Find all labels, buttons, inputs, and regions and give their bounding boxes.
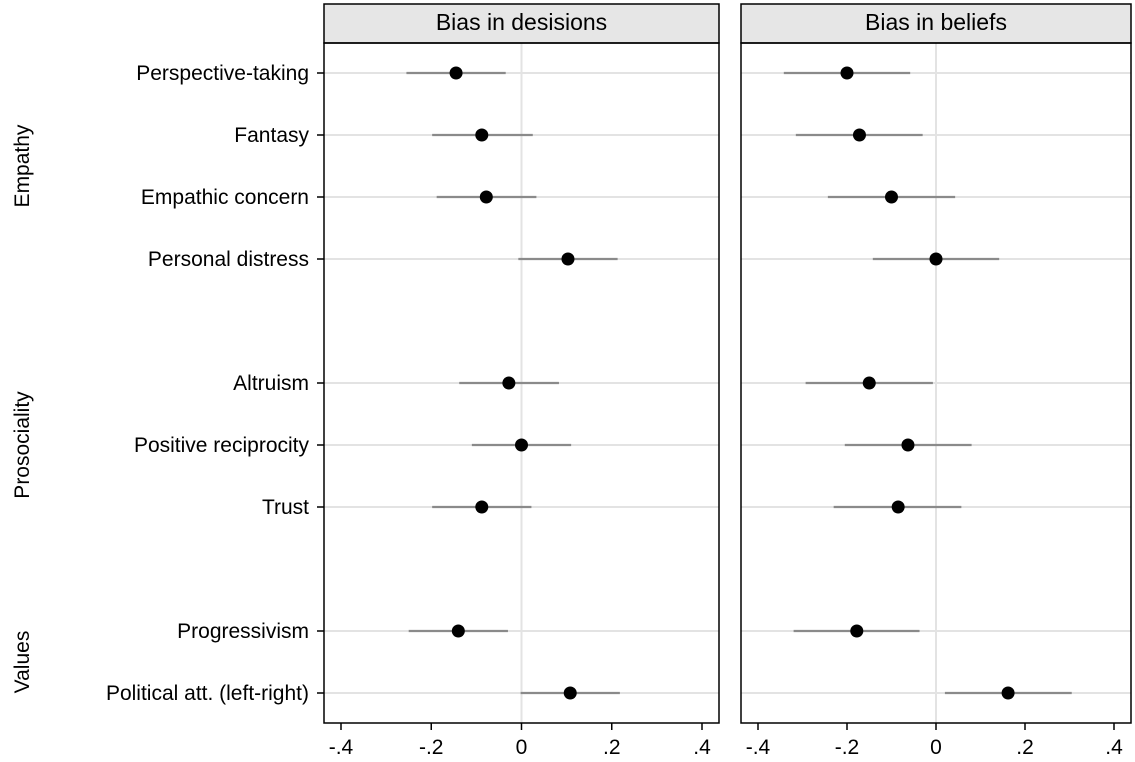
panel-title-1: Bias in desisions (436, 9, 607, 35)
point-2-3 (885, 190, 898, 204)
x-tick-label-1-3: 0 (516, 736, 528, 759)
point-2-2 (852, 128, 866, 142)
x-tick-label-1-5: .4 (693, 736, 711, 759)
panel-strip-2 (740, 3, 1132, 44)
x-tick-label-2-4: .2 (1016, 736, 1034, 759)
x-tick-label-2-3: 0 (930, 736, 942, 759)
category-label-7: Trust (262, 496, 309, 519)
category-label-8: Progressivism (177, 620, 309, 643)
category-label-4: Personal distress (148, 248, 309, 271)
x-tick-label-1-2: -.2 (419, 736, 444, 759)
point-2-1 (840, 66, 854, 80)
point-1-5 (502, 376, 516, 390)
point-1-2 (475, 128, 489, 142)
category-label-9: Political att. (left-right) (106, 682, 309, 705)
point-1-8 (451, 624, 465, 638)
point-2-4 (929, 252, 943, 266)
point-1-7 (475, 500, 489, 514)
point-1-3 (479, 190, 493, 204)
category-label-1: Perspective-taking (136, 62, 309, 85)
x-tick-label-2-1: -.4 (746, 736, 771, 759)
group-label-2: Prosociality (11, 391, 34, 499)
category-label-3: Empathic concern (141, 186, 309, 209)
category-label-5: Altruism (233, 372, 309, 395)
point-2-6 (901, 438, 915, 452)
point-1-4 (561, 252, 575, 266)
category-label-2: Fantasy (234, 124, 309, 147)
point-2-8 (850, 624, 864, 638)
point-2-9 (1001, 686, 1015, 700)
category-label-6: Positive reciprocity (134, 434, 310, 457)
group-label-3: Values (11, 631, 34, 694)
point-2-5 (862, 376, 876, 390)
point-2-7 (891, 500, 905, 514)
x-tick-label-1-4: .2 (603, 736, 621, 759)
point-1-1 (449, 66, 463, 80)
x-tick-label-2-2: -.2 (835, 736, 860, 759)
point-1-9 (563, 686, 577, 700)
panel-strip-1 (323, 3, 720, 44)
x-tick-label-1-1: -.4 (329, 736, 354, 759)
panel-title-2: Bias in beliefs (865, 9, 1007, 35)
point-1-6 (515, 438, 528, 452)
group-label-1: Empathy (11, 124, 34, 207)
x-tick-label-2-5: .4 (1105, 736, 1123, 759)
